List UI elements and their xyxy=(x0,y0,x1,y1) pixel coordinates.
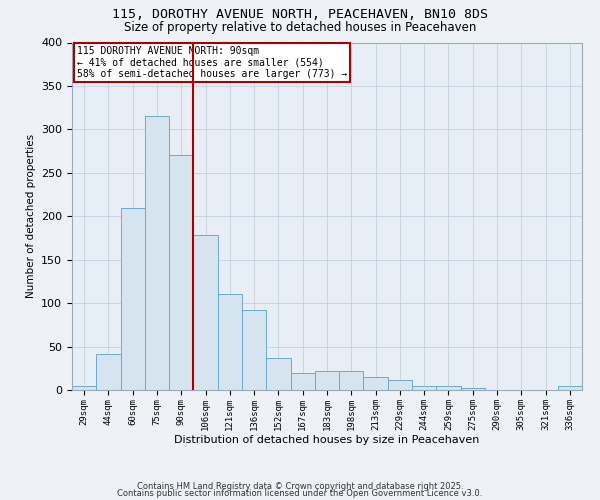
Text: Contains public sector information licensed under the Open Government Licence v3: Contains public sector information licen… xyxy=(118,488,482,498)
Bar xyxy=(315,371,339,390)
Bar xyxy=(218,294,242,390)
X-axis label: Distribution of detached houses by size in Peacehaven: Distribution of detached houses by size … xyxy=(175,436,479,446)
Text: 115 DOROTHY AVENUE NORTH: 90sqm
← 41% of detached houses are smaller (554)
58% o: 115 DOROTHY AVENUE NORTH: 90sqm ← 41% of… xyxy=(77,46,347,79)
Bar xyxy=(145,116,169,390)
Text: 115, DOROTHY AVENUE NORTH, PEACEHAVEN, BN10 8DS: 115, DOROTHY AVENUE NORTH, PEACEHAVEN, B… xyxy=(112,8,488,20)
Bar xyxy=(290,372,315,390)
Text: Size of property relative to detached houses in Peacehaven: Size of property relative to detached ho… xyxy=(124,21,476,34)
Bar xyxy=(121,208,145,390)
Bar xyxy=(339,371,364,390)
Bar xyxy=(436,386,461,390)
Bar xyxy=(72,386,96,390)
Bar xyxy=(242,310,266,390)
Bar xyxy=(364,377,388,390)
Bar xyxy=(412,386,436,390)
Y-axis label: Number of detached properties: Number of detached properties xyxy=(26,134,35,298)
Bar xyxy=(388,380,412,390)
Bar xyxy=(558,386,582,390)
Bar xyxy=(266,358,290,390)
Bar xyxy=(96,354,121,390)
Bar xyxy=(461,388,485,390)
Bar xyxy=(169,156,193,390)
Text: Contains HM Land Registry data © Crown copyright and database right 2025.: Contains HM Land Registry data © Crown c… xyxy=(137,482,463,491)
Bar xyxy=(193,236,218,390)
